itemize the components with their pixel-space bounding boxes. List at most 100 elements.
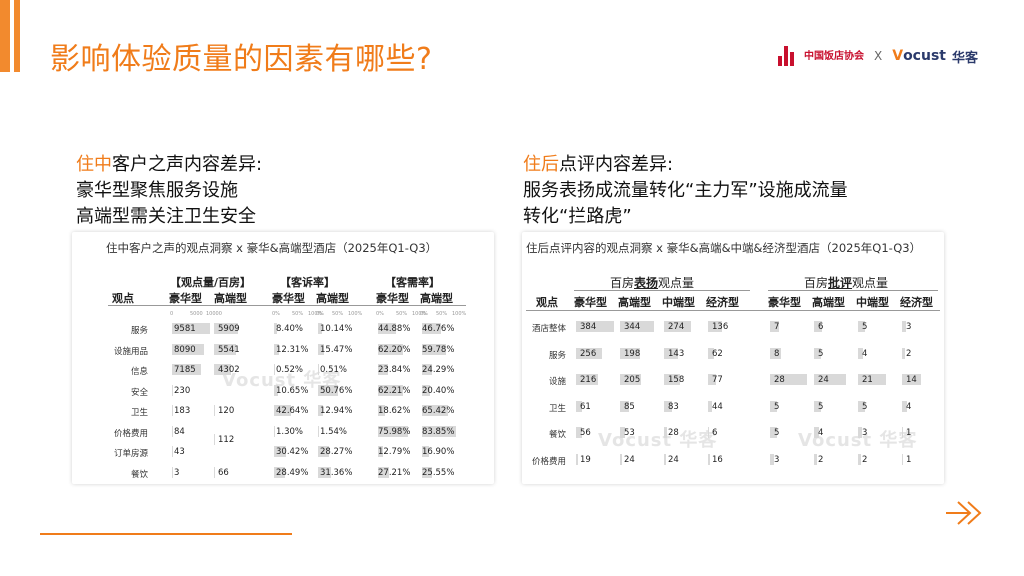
left-bar-high-complaint <box>318 384 339 396</box>
left-val-high-complaint: 28.27% <box>320 447 353 457</box>
left-bar-lux-complaint <box>274 384 279 396</box>
right-bar-praise <box>620 453 623 465</box>
right-heading-line2: 服务表扬成流量转化“主力军”设施成流量 <box>523 180 848 201</box>
left-bar-high-complaint <box>318 405 324 416</box>
left-bar-lux-volume <box>172 364 201 375</box>
right-bar-praise <box>576 321 615 332</box>
left-val-lux-complaint: 42.64% <box>276 406 309 416</box>
right-val-praise: 216 <box>580 375 597 385</box>
right-val-criticism: 3 <box>774 454 780 465</box>
left-col-lux-2: 豪华型 <box>272 292 305 305</box>
right-watermark-2: Vocust 华客 <box>798 430 918 451</box>
right-val-praise: 44 <box>712 401 723 412</box>
left-bar-high-demand <box>422 425 456 437</box>
left-bar-lux-volume <box>172 446 173 457</box>
right-val-criticism: 21 <box>862 375 873 385</box>
right-col-criticism: 高端型 <box>812 296 845 309</box>
right-bar-praise <box>664 321 692 332</box>
right-bar-praise <box>664 400 673 412</box>
right-val-criticism: 8 <box>774 348 780 359</box>
left-bar-lux-complaint <box>274 425 275 437</box>
left-val-high-demand: 20.40% <box>422 385 455 396</box>
right-bar-criticism <box>814 321 822 332</box>
left-bar-lux-complaint <box>274 446 287 457</box>
right-bar-criticism <box>858 400 865 412</box>
left-col-lux-3: 豪华型 <box>376 292 409 305</box>
right-heading-highlight: 住后 <box>523 154 559 175</box>
right-bar-praise <box>620 374 641 385</box>
left-row-label: 餐饮 <box>130 469 148 480</box>
left-val-high-volume: 5541 <box>218 344 240 355</box>
right-val-praise: 83 <box>668 401 679 412</box>
right-val-praise: 61 <box>580 401 591 412</box>
left-bar-high-complaint <box>318 343 325 355</box>
left-val-lux-demand: 75.98% <box>378 426 411 437</box>
right-val-praise: 53 <box>624 428 635 438</box>
right-bar-praise <box>708 427 709 438</box>
right-group-praise: 百房表扬观点量 <box>610 274 694 291</box>
right-val-praise: 384 <box>580 322 597 332</box>
left-bar-lux-complaint <box>274 323 278 334</box>
left-col-label: 观点 <box>112 292 134 305</box>
left-bar-lux-complaint <box>274 466 286 478</box>
left-val-high-demand: 83.85% <box>422 426 455 437</box>
left-val-high-complaint: 12.94% <box>320 406 353 416</box>
right-bar-praise <box>620 400 629 412</box>
left-group-volume: 【观点量/百房】 <box>170 276 252 289</box>
right-val-criticism: 28 <box>774 375 785 385</box>
right-col-praise: 经济型 <box>706 296 739 309</box>
left-val-high-volume: 5909 <box>218 324 240 334</box>
right-watermark-1: Vocust 华客 <box>598 430 718 451</box>
right-val-criticism: 7 <box>774 322 780 332</box>
right-val-criticism: 5 <box>862 401 868 412</box>
left-val-high-demand: 59.78% <box>422 344 455 355</box>
left-val-lux-volume: 230 <box>174 385 191 396</box>
vocust-rest: ocust <box>903 48 946 64</box>
right-bar-criticism <box>770 400 777 412</box>
right-val-praise: 6 <box>712 428 718 438</box>
right-val-criticism: 5 <box>774 428 780 438</box>
right-val-criticism: 1 <box>906 454 912 465</box>
left-axis-tick: 100% <box>348 311 363 317</box>
right-val-praise: 274 <box>668 322 685 332</box>
left-axis-tick: 0% <box>272 311 280 317</box>
left-val-high-demand: 65.42% <box>422 406 455 416</box>
next-double-arrow-icon[interactable] <box>944 498 984 528</box>
left-val-high-complaint: 0.51% <box>320 365 348 375</box>
left-val-high-complaint: 15.47% <box>320 344 353 355</box>
right-val-criticism: 2 <box>862 454 868 465</box>
right-val-praise: 205 <box>624 375 641 385</box>
right-val-criticism: 4 <box>818 428 824 438</box>
left-col-lux-1: 豪华型 <box>169 292 202 305</box>
right-val-praise: 136 <box>712 322 729 332</box>
left-val-lux-demand: 27.21% <box>378 467 411 478</box>
right-col-label: 观点 <box>536 296 558 309</box>
right-bar-praise <box>576 427 582 438</box>
left-val-lux-complaint: 12.31% <box>276 344 309 355</box>
left-val-lux-complaint: 8.40% <box>276 324 304 334</box>
right-val-criticism: 5 <box>818 401 824 412</box>
left-axis-tick: 100% <box>452 311 467 317</box>
left-val-lux-demand: 18.62% <box>378 406 411 416</box>
left-bar-high-complaint <box>318 466 331 478</box>
accent-bar <box>0 0 24 72</box>
vocust-logo: Vocust <box>892 48 946 64</box>
right-val-praise: 62 <box>712 348 723 359</box>
right-group-praise-pre: 百房 <box>610 276 635 290</box>
logo-separator: X <box>873 49 883 63</box>
left-bar-lux-volume <box>172 343 205 355</box>
vocust-cn: 华客 <box>951 50 978 66</box>
left-axis-tick: 0% <box>420 311 428 317</box>
right-row-label: 餐饮 <box>548 430 566 440</box>
left-val-high-volume: 66 <box>218 467 229 478</box>
right-bar-praise <box>576 347 602 359</box>
left-bar-high-volume <box>214 433 215 445</box>
left-val-lux-complaint: 28.49% <box>276 467 309 478</box>
right-val-criticism: 5 <box>818 348 824 359</box>
right-bar-criticism <box>814 400 821 412</box>
right-row-label: 价格费用 <box>531 456 566 467</box>
right-bar-praise <box>620 347 640 359</box>
right-praise-underline <box>574 290 750 291</box>
left-axis-tick: 50% <box>332 311 344 317</box>
vocust-v: V <box>892 48 904 64</box>
